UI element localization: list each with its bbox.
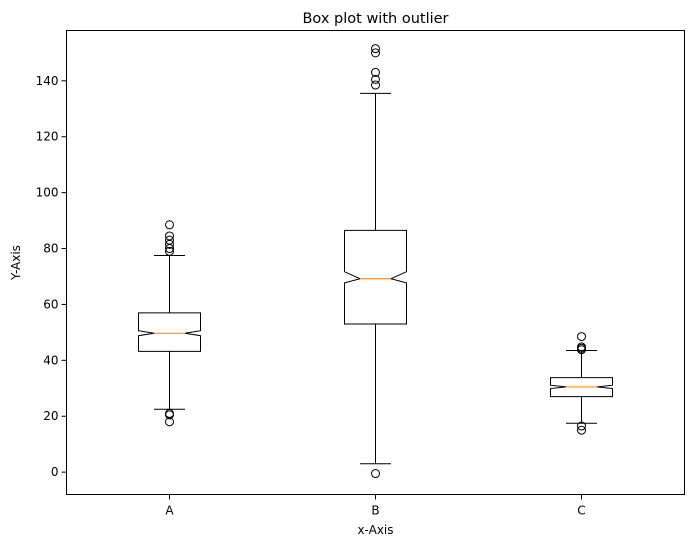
box-C	[550, 332, 613, 435]
outlier-A-6	[165, 235, 174, 245]
box-B	[344, 44, 407, 479]
y-tick-label-0: 0	[51, 465, 59, 479]
outlier-B-1	[371, 80, 380, 90]
outlier-B-5	[371, 44, 380, 54]
outlier-A-7	[165, 231, 174, 241]
outlier-C-4	[577, 342, 586, 352]
x-tick-label-A: A	[165, 504, 174, 518]
y-axis: 0 20 40 60 80 100 120 140	[36, 74, 67, 479]
outlier-A-8	[165, 220, 174, 230]
y-tick-label-100: 100	[36, 186, 59, 200]
box-body-B	[344, 229, 407, 325]
y-tick-label-40: 40	[43, 353, 58, 367]
y-tick-label-80: 80	[43, 242, 58, 256]
outlier-B-3	[371, 67, 380, 77]
box-A	[138, 220, 201, 427]
outlier-C-1	[577, 421, 586, 431]
x-axis-label: x-Axis	[357, 523, 393, 537]
box-body-A	[138, 312, 201, 352]
outlier-A-2	[165, 408, 174, 418]
x-tick-label-C: C	[577, 504, 585, 518]
y-tick-label-20: 20	[43, 409, 58, 423]
x-tick-label-B: B	[371, 504, 379, 518]
outlier-A-3	[165, 246, 174, 256]
y-tick-label-120: 120	[36, 130, 59, 144]
outlier-C-0	[577, 425, 586, 435]
y-axis-label: Y-Axis	[9, 245, 23, 281]
y-tick-label-140: 140	[36, 74, 59, 88]
outlier-B-0	[371, 469, 380, 479]
boxes-layer	[138, 44, 613, 479]
x-axis: A B C	[165, 494, 586, 518]
outlier-C-5	[577, 332, 586, 342]
y-tick-label-60: 60	[43, 297, 58, 311]
outlier-B-2	[371, 74, 380, 84]
outlier-B-4	[371, 48, 380, 58]
chart-title: Box plot with outlier	[302, 11, 448, 27]
